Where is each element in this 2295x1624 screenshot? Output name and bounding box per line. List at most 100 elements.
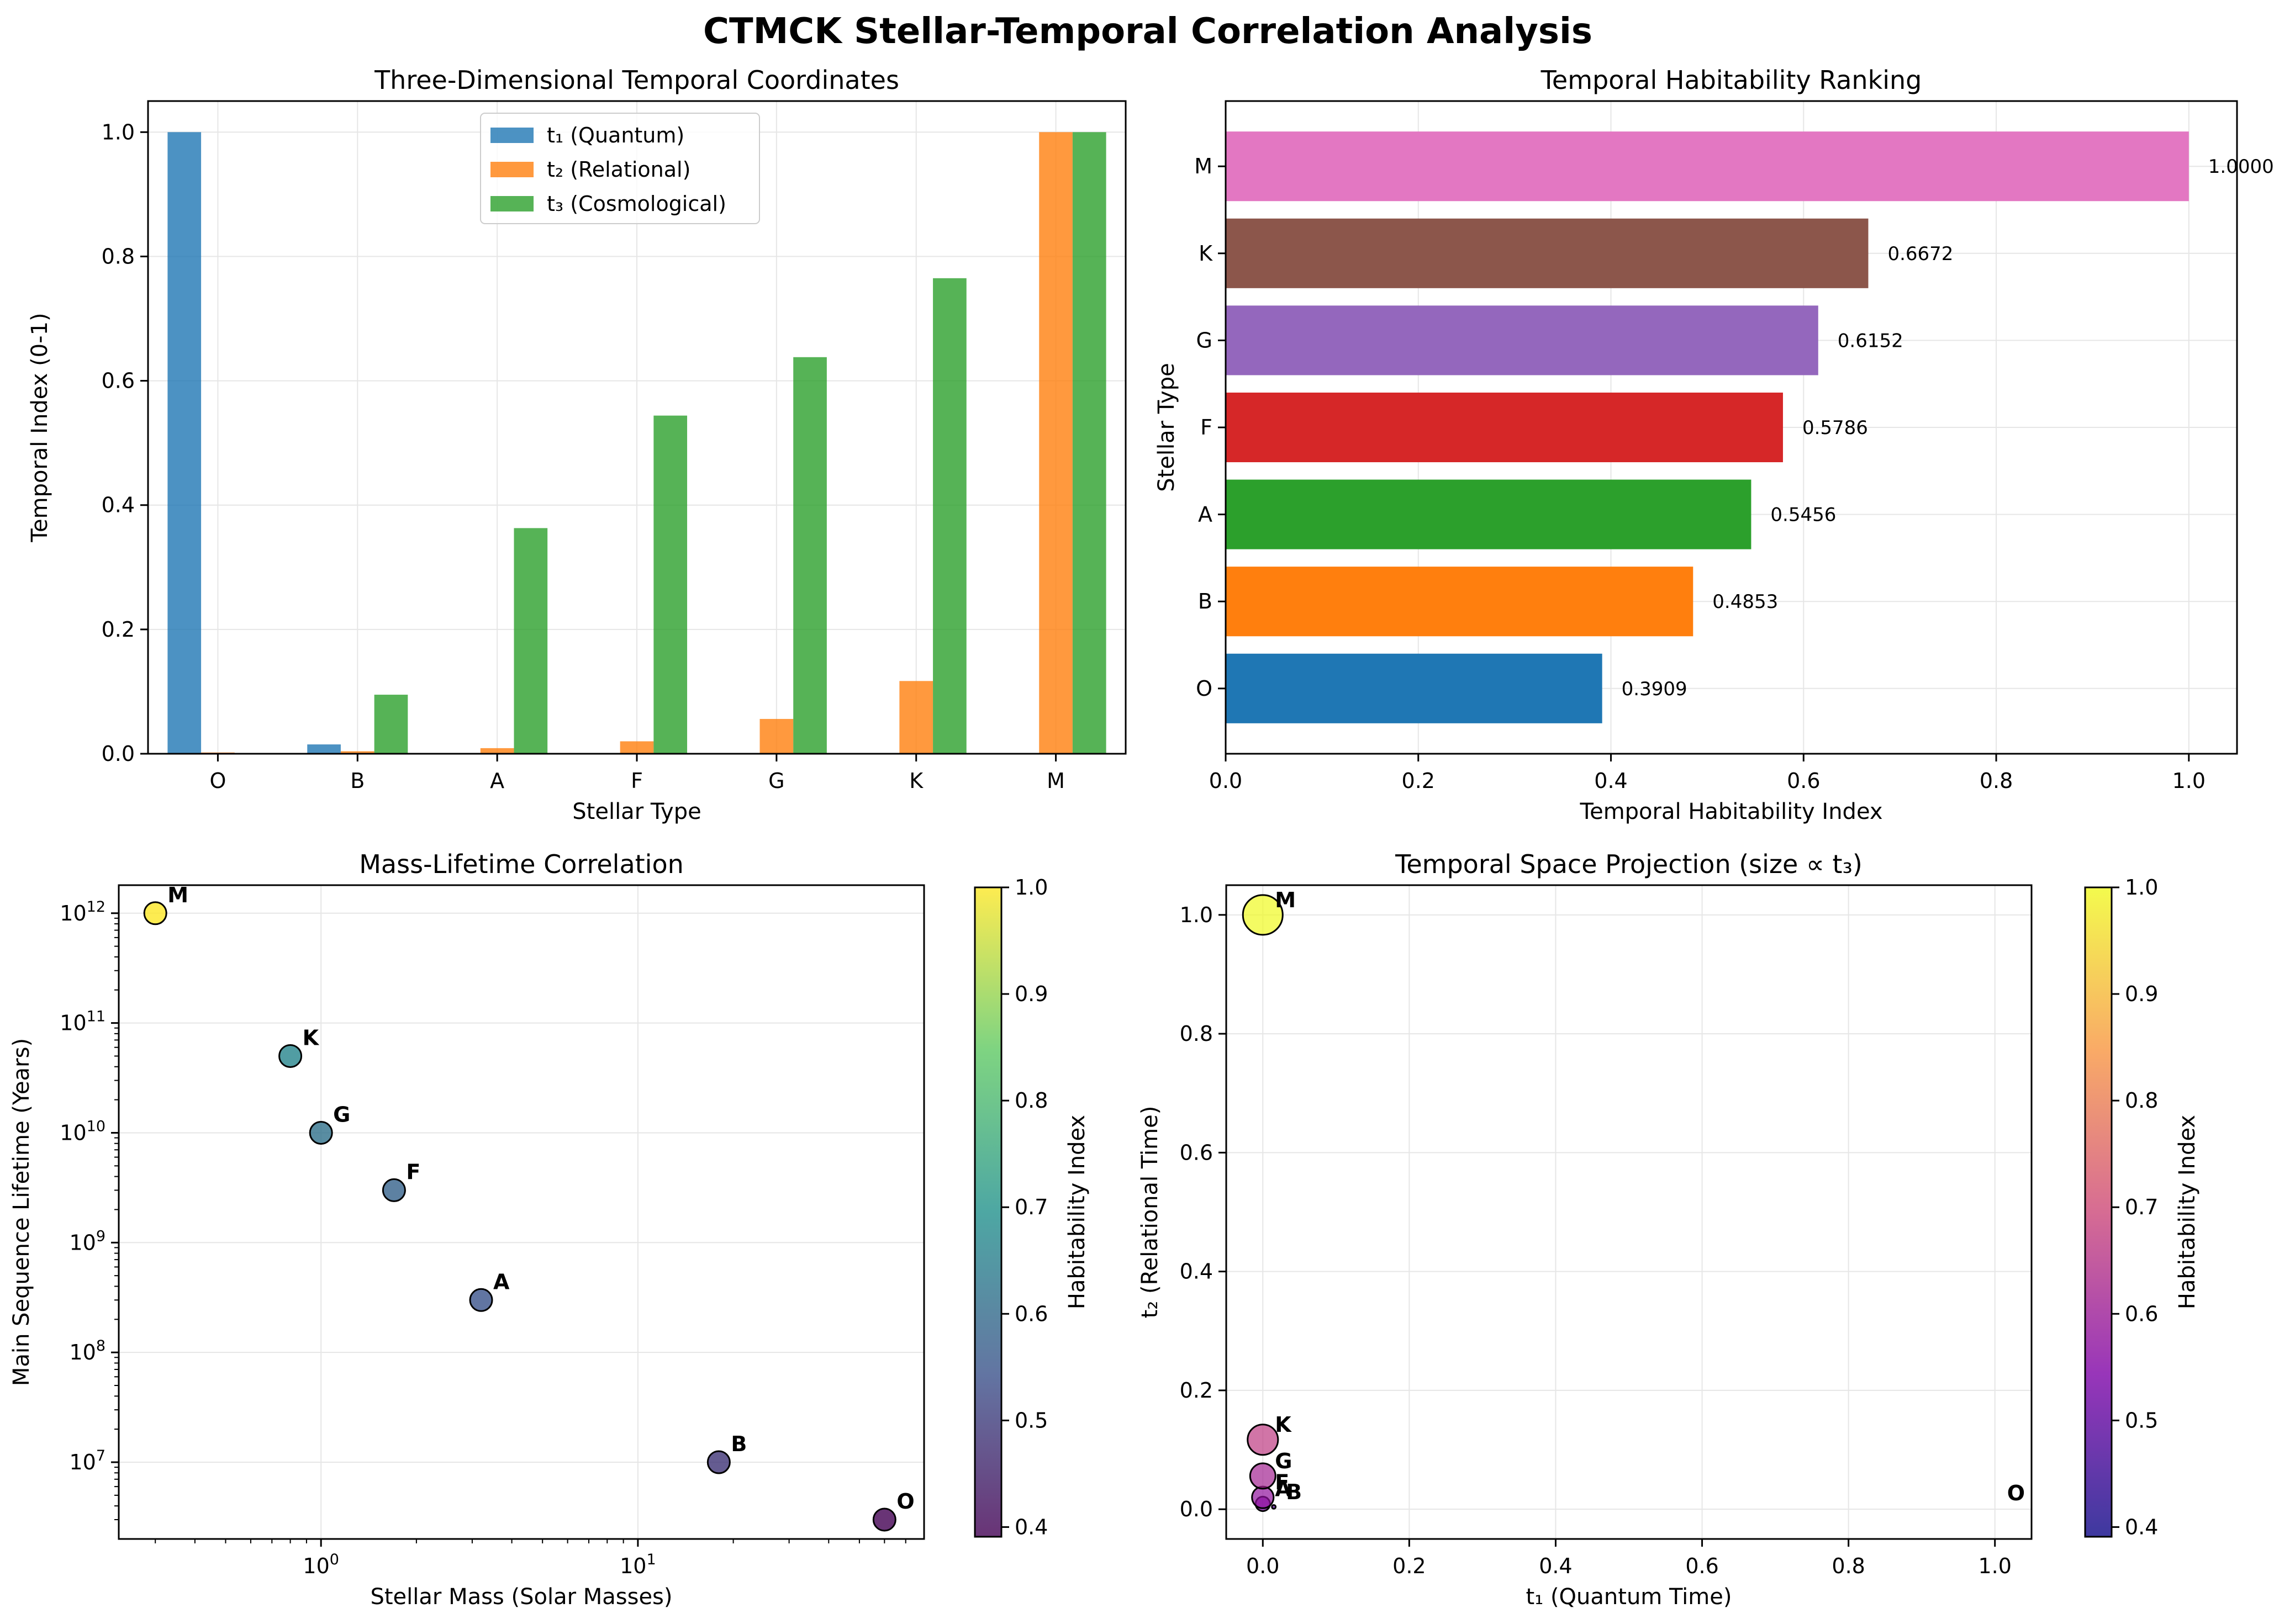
point-K — [278, 1044, 303, 1068]
x-tick-label: 0.4 — [1594, 769, 1627, 793]
point-G — [1249, 1462, 1276, 1490]
x-tick-label: A — [490, 769, 504, 793]
colorbar-tick-label: 1.0 — [2125, 875, 2158, 900]
colorbar-label: Habitability Index — [1064, 1115, 1090, 1309]
point-label-G: G — [1275, 1449, 1292, 1473]
point-label-O: O — [896, 1489, 914, 1514]
x-tick-label: 100 — [303, 1551, 339, 1578]
value-label-O: 0.3909 — [1622, 678, 1687, 700]
bar-t₃-A — [514, 528, 548, 754]
bar-t₂-A — [480, 748, 514, 754]
point-label-B: B — [731, 1432, 747, 1456]
y-tick-label: O — [1196, 676, 1212, 701]
point-O — [872, 1507, 896, 1532]
bar-t₁-O — [167, 132, 202, 754]
point-F — [382, 1178, 406, 1202]
x-tick-label: 101 — [620, 1551, 656, 1578]
legend-swatch — [490, 196, 534, 211]
legend-entry: t₁ (Quantum) — [547, 123, 684, 147]
colorbar-tick-label: 0.5 — [1015, 1408, 1048, 1432]
value-label-M: 1.0000 — [2208, 156, 2274, 178]
legend-entry: t₂ (Relational) — [547, 157, 690, 182]
point-F — [1251, 1485, 1275, 1509]
colorbar-label: Habitability Index — [2175, 1115, 2200, 1309]
bar-O — [1226, 653, 1602, 723]
bar-t₂-G — [759, 718, 794, 754]
point-label-K: K — [1275, 1413, 1292, 1437]
figure-suptitle: CTMCK Stellar-Temporal Correlation Analy… — [703, 11, 1592, 52]
axes-frame — [1225, 884, 2033, 1540]
mass-lifetime-chart: O B A F G K M 100 101 107 108 109 1010 1011 1012 Mass-L… — [9, 849, 1090, 1610]
y-tick-label: 1.0 — [1180, 903, 1213, 927]
x-tick-label: M — [1047, 769, 1065, 793]
colorbar-tick-label: 0.4 — [1015, 1515, 1048, 1539]
value-label-B: 0.4853 — [1712, 591, 1778, 613]
x-tick-label: 0.2 — [1402, 769, 1435, 793]
chart-title: Temporal Habitability Ranking — [1540, 65, 1922, 95]
y-tick-label: M — [1194, 154, 1212, 178]
x-axis-label: t₁ (Quantum Time) — [1526, 1584, 1732, 1610]
y-tick-label: 1010 — [60, 1118, 105, 1145]
point-B — [706, 1450, 731, 1474]
point-label-B: B — [1286, 1480, 1302, 1504]
point-M — [1242, 894, 1284, 936]
y-tick-label: 0.2 — [102, 617, 135, 642]
colorbar — [974, 886, 1003, 1538]
y-tick-label: 1012 — [60, 898, 105, 925]
colorbar — [2084, 886, 2113, 1538]
x-tick-label: 0.8 — [1832, 1554, 1865, 1578]
legend-box — [480, 113, 760, 224]
value-label-F: 0.5786 — [1802, 417, 1868, 439]
colorbar-tick-label: 0.8 — [1015, 1088, 1048, 1113]
colorbar-tick-label: 0.4 — [2125, 1515, 2158, 1539]
colorbar-tick-label: 0.7 — [2125, 1195, 2158, 1219]
y-tick-label: 0.2 — [1180, 1378, 1213, 1403]
bar-M — [1226, 131, 2189, 202]
bar-t₂-B — [340, 751, 374, 754]
y-tick-label: 108 — [69, 1337, 105, 1364]
legend-swatch — [490, 162, 534, 177]
legend: t₁ (Quantum) t₂ (Relational) t₃ (Cosmologi… — [480, 113, 760, 224]
y-tick-label: 0.0 — [102, 742, 135, 766]
y-tick-label: 0.8 — [102, 244, 135, 268]
point-G — [309, 1120, 333, 1145]
chart-title: Temporal Space Projection (size ∝ t₃) — [1395, 849, 1863, 879]
value-label-K: 0.6672 — [1887, 243, 1953, 265]
point-label-F: F — [1275, 1470, 1289, 1495]
x-tick-label: 1.0 — [2172, 769, 2206, 793]
point-label-G: G — [333, 1102, 350, 1126]
point-label-K: K — [303, 1025, 320, 1050]
x-axis-label: Temporal Habitability Index — [1579, 799, 1882, 824]
y-tick-label: 0.6 — [102, 369, 135, 393]
x-tick-label: 0.0 — [1209, 769, 1242, 793]
y-axis-label: Stellar Type — [1154, 363, 1179, 491]
colorbar-tick-label: 0.7 — [1015, 1195, 1048, 1219]
colorbar-tick-label: 0.6 — [1015, 1302, 1048, 1326]
value-label-G: 0.6152 — [1838, 330, 1903, 352]
y-tick-label: 0.6 — [1180, 1140, 1213, 1165]
point-label-F: F — [406, 1160, 420, 1184]
y-tick-label: 1.0 — [102, 120, 135, 144]
colorbar-tick-label: 1.0 — [1015, 875, 1048, 900]
x-tick-label: 0.2 — [1392, 1554, 1426, 1578]
point-K — [1247, 1424, 1279, 1456]
y-tick-label: 109 — [69, 1228, 105, 1255]
x-tick-label: K — [909, 769, 924, 793]
x-axis-label: Stellar Mass (Solar Masses) — [370, 1584, 672, 1610]
habitability-ranking-chart: 0.39090.48530.54560.57860.61520.66721.00… — [1154, 65, 2274, 824]
chart-title: Mass-Lifetime Correlation — [359, 849, 684, 879]
axes-frame — [118, 884, 925, 1540]
bar-t₂-K — [899, 681, 933, 754]
point-A — [469, 1288, 493, 1312]
bar-G — [1226, 305, 1818, 375]
point-label-M: M — [167, 883, 188, 907]
point-label-A: A — [493, 1269, 510, 1294]
y-tick-label: F — [1200, 415, 1212, 440]
y-axis-label: Main Sequence Lifetime (Years) — [9, 1038, 34, 1386]
point-M — [143, 901, 167, 925]
value-label-A: 0.5456 — [1770, 504, 1836, 526]
bar-K — [1226, 218, 1869, 288]
bar-t₃-B — [374, 695, 408, 754]
